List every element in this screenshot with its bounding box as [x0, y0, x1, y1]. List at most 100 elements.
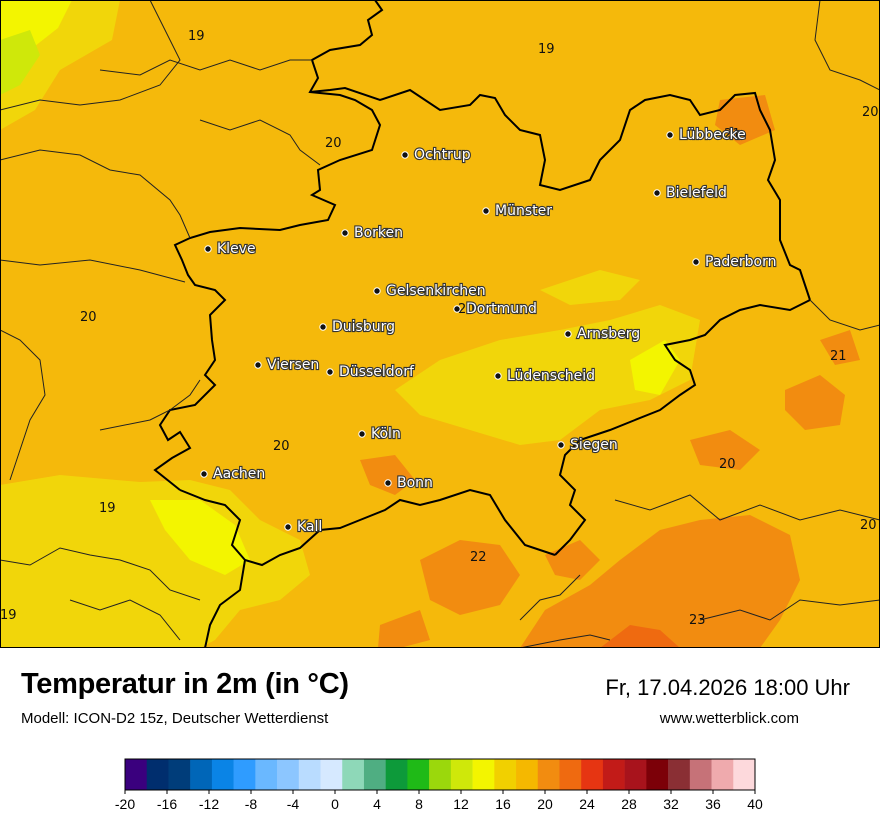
city-dot: [653, 189, 661, 197]
temp-value: 21: [724, 127, 741, 142]
legend-swatch: [211, 759, 234, 790]
legend-tick-label: 4: [373, 796, 381, 812]
legend-tick-label: 28: [621, 796, 637, 812]
legend-tick-label: 32: [663, 796, 679, 812]
legend-swatch: [125, 759, 148, 790]
city-label-aachen: Aachen: [213, 466, 265, 482]
legend-swatch: [190, 759, 213, 790]
legend-swatch: [168, 759, 191, 790]
temp-value: 20: [80, 310, 97, 325]
legend-swatch: [711, 759, 734, 790]
legend-tick-label: -4: [287, 796, 300, 812]
temp-value: 20: [325, 136, 342, 151]
legend-swatch: [689, 759, 712, 790]
city-markers: Lübbecke Ochtrup Bielefeld Münster Borke…: [200, 126, 778, 536]
legend-frame: [124, 758, 756, 791]
legend-swatch: [494, 759, 517, 790]
city-dot: [557, 441, 565, 449]
city-dot: [482, 207, 490, 215]
legend-tick-label: 24: [579, 796, 595, 812]
city-label-duisburg: Duisburg: [332, 319, 395, 335]
legend-swatch: [668, 759, 691, 790]
legend-tick-label: 40: [747, 796, 763, 812]
legend-tick-label: 16: [495, 796, 511, 812]
forecast-datetime: Fr, 17.04.2026 18:00 Uhr: [605, 675, 850, 700]
legend-swatch: [537, 759, 560, 790]
legend-swatch: [363, 759, 386, 790]
city-dot: [453, 305, 461, 313]
city-label-bonn: Bonn: [397, 475, 433, 491]
legend-tick-label: -16: [157, 796, 177, 812]
legend-swatch: [450, 759, 473, 790]
city-dot: [326, 368, 334, 376]
city-label-siegen: Siegen: [570, 437, 618, 453]
city-label-muenster: Münster: [495, 203, 552, 219]
city-label-kall: Kall: [297, 519, 322, 535]
map-title: Temperatur in 2m (in °C): [21, 668, 349, 700]
legend-ticks: -20 -16 -12 -8 -4 0 4 8 12 16 20 24 28 32 36 40: [115, 790, 763, 812]
legend-swatch: [624, 759, 647, 790]
city-dot: [200, 470, 208, 478]
city-label-borken: Borken: [354, 225, 403, 241]
temp-value: 20: [862, 105, 879, 120]
city-label-gelsenkirchen: Gelsenkirchen: [386, 283, 486, 299]
city-label-viersen: Viersen: [267, 357, 319, 373]
city-label-dortmund: Dortmund: [466, 301, 537, 317]
city-dot: [401, 151, 409, 159]
temperature-values: 19 19 20 21 20 20 20 21 20 20 20 19 22 2…: [0, 29, 879, 628]
legend-swatch: [602, 759, 625, 790]
cooler-zones: [0, 0, 700, 648]
legend-tick-label: -20: [115, 796, 135, 812]
temp-value: 20: [273, 439, 290, 454]
legend-swatch: [277, 759, 300, 790]
city-label-luebbecke: Lübbecke: [679, 127, 746, 143]
legend-swatch: [320, 759, 343, 790]
legend-swatch: [255, 759, 278, 790]
legend-tick-label: 36: [705, 796, 721, 812]
temp-value: 19: [0, 608, 17, 623]
legend-tick-label: 12: [453, 796, 469, 812]
legend-swatch: [646, 759, 669, 790]
city-dot: [494, 372, 502, 380]
legend-swatch: [342, 759, 365, 790]
legend-tick-label: 0: [331, 796, 339, 812]
color-legend: -20 -16 -12 -8 -4 0 4 8 12 16 20 24 28 32 36 40: [0, 750, 880, 830]
city-dot: [384, 479, 392, 487]
city-label-kleve: Kleve: [217, 241, 256, 257]
city-label-koeln: Köln: [371, 426, 401, 442]
city-dot: [341, 229, 349, 237]
city-label-duesseldorf: Düsseldorf: [339, 364, 415, 380]
city-label-ochtrup: Ochtrup: [414, 147, 471, 163]
temp-value: 23: [689, 613, 706, 628]
website-label: www.wetterblick.com: [659, 710, 799, 727]
legend-swatch: [233, 759, 256, 790]
city-label-bielefeld: Bielefeld: [666, 185, 727, 201]
city-dot: [666, 131, 674, 139]
temp-value: 22: [470, 550, 487, 565]
legend-swatch: [298, 759, 321, 790]
city-label-arnsberg: Arnsberg: [577, 326, 640, 342]
legend-swatch: [146, 759, 169, 790]
city-dot: [284, 523, 292, 531]
city-label-luedenscheid: Lüdenscheid: [507, 368, 595, 384]
warmer-zones: [360, 95, 860, 648]
legend-swatch: [581, 759, 604, 790]
legend-tick-label: -8: [245, 796, 258, 812]
city-dot: [319, 323, 327, 331]
temp-value: 20: [458, 302, 475, 317]
city-dot: [373, 287, 381, 295]
legend-swatch: [385, 759, 408, 790]
temp-value: 20: [860, 518, 877, 533]
legend-tick-label: 8: [415, 796, 423, 812]
legend-swatch: [516, 759, 539, 790]
borders: [0, 0, 880, 648]
legend-swatch: [407, 759, 430, 790]
temp-value: 19: [538, 42, 555, 57]
temp-value: 19: [99, 501, 116, 516]
legend-tick-label: 20: [537, 796, 553, 812]
city-dot: [254, 361, 262, 369]
city-dot: [358, 430, 366, 438]
temperature-map: 19 19 20 21 20 20 20 21 20 20 20 19 22 2…: [0, 0, 880, 648]
temp-value: 20: [719, 457, 736, 472]
legend-swatch: [472, 759, 495, 790]
